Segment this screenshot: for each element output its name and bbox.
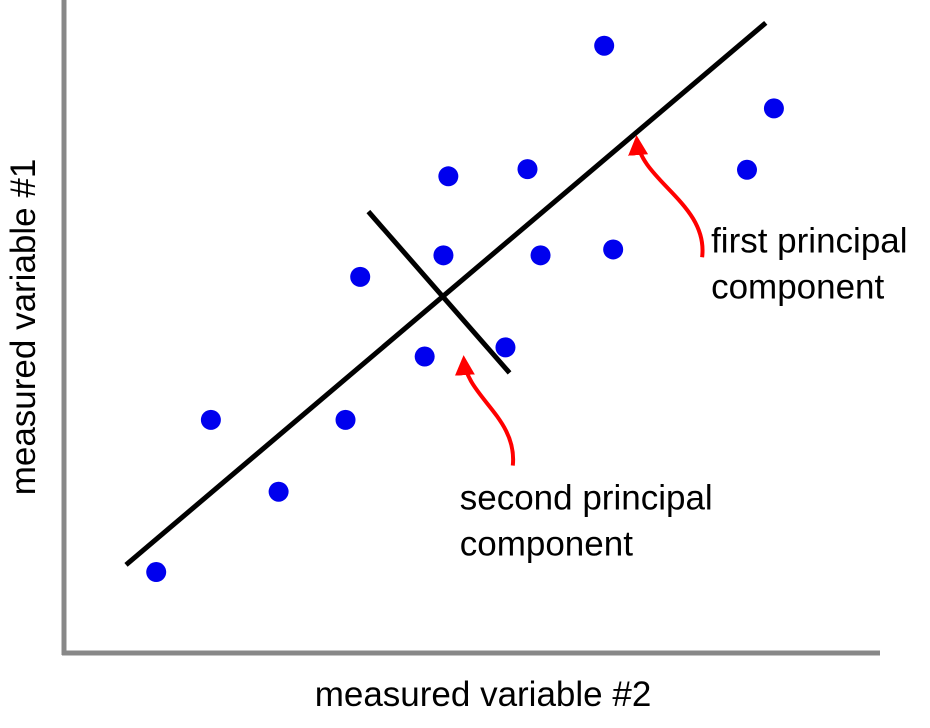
data-point (438, 166, 459, 187)
data-point (433, 245, 454, 266)
annotation-arrows (454, 135, 705, 466)
data-point (268, 481, 289, 502)
first-principal-component-line (124, 20, 768, 567)
second-component-label-line1: second principal (460, 478, 713, 517)
data-point (414, 346, 435, 367)
second-component-arrow (454, 355, 515, 466)
first-component-label-line1: first principal (711, 222, 907, 261)
second-component-label-line2: component (460, 524, 633, 563)
data-point (146, 562, 167, 583)
data-point (736, 159, 757, 180)
data-point (350, 266, 371, 287)
second-principal-component-line (366, 209, 512, 375)
data-point (763, 98, 784, 119)
y-axis-title: measured variable #1 (4, 159, 43, 496)
data-point (530, 245, 551, 266)
data-point (335, 409, 356, 430)
principal-component-lines (124, 20, 768, 567)
data-point (594, 35, 615, 56)
data-points (146, 35, 784, 583)
data-point (200, 409, 221, 430)
first-component-arrow (628, 135, 705, 258)
data-point (495, 337, 516, 358)
data-point (517, 159, 538, 180)
data-point (603, 239, 624, 260)
axes (61, 0, 880, 656)
annotations: first principal component second principal… (460, 222, 908, 564)
first-component-label-line2: component (711, 268, 884, 307)
x-axis-title: measured variable #2 (315, 675, 652, 714)
